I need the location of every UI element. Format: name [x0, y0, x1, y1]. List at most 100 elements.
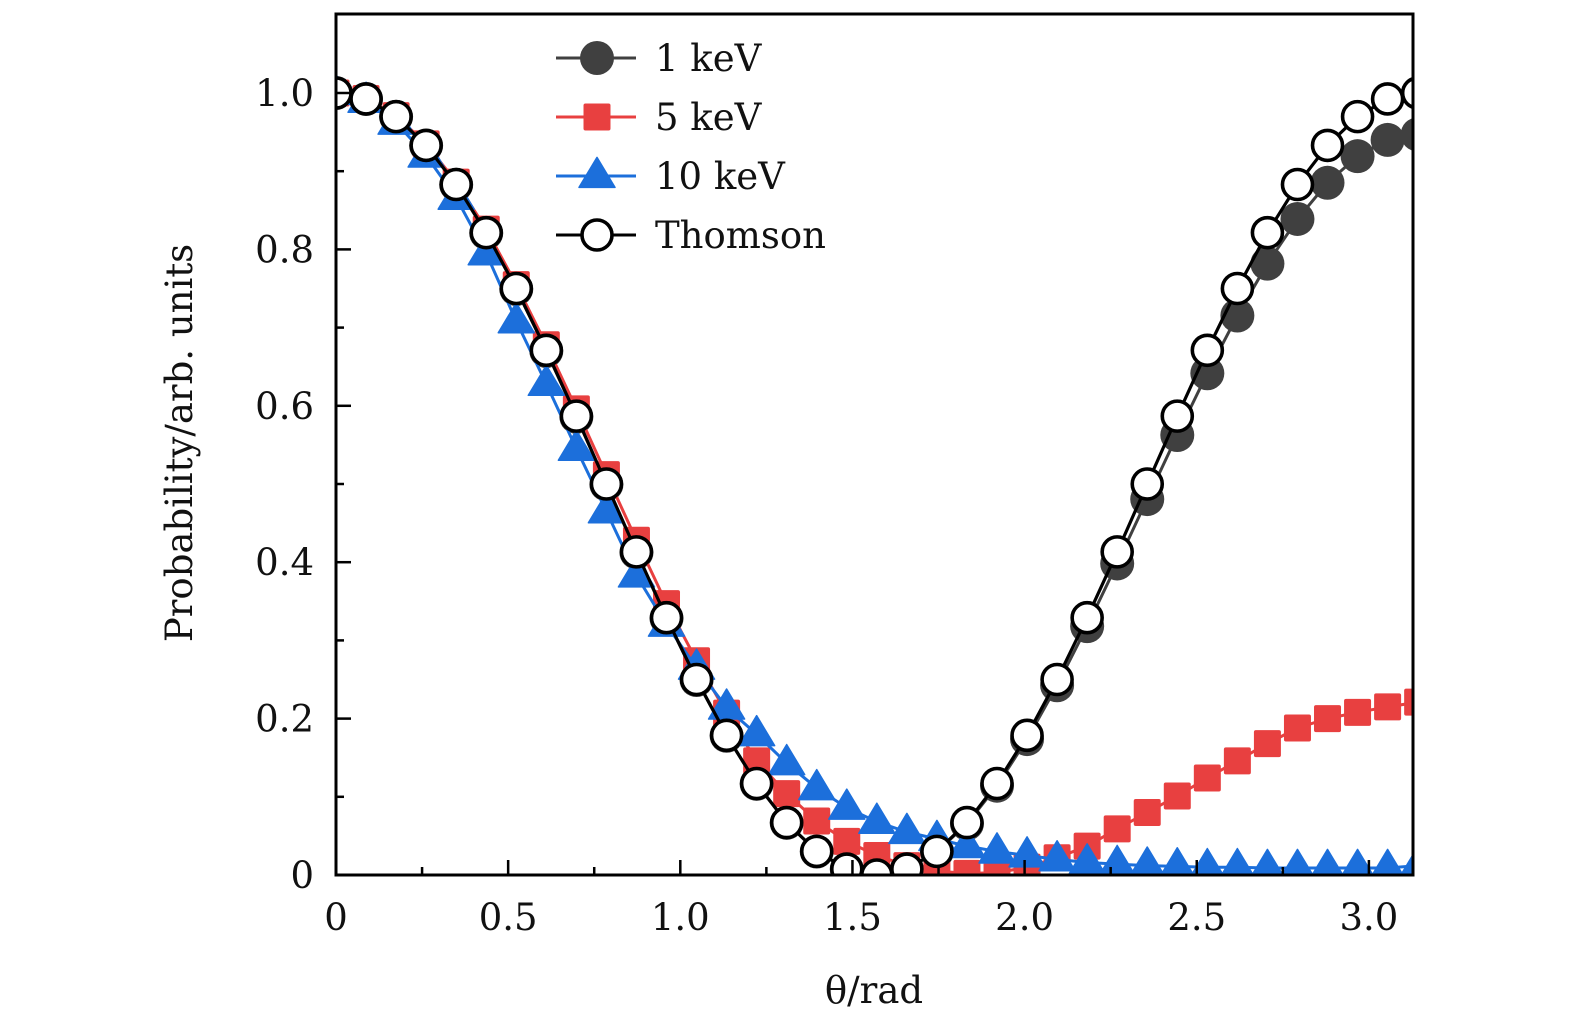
1-kev-point-31: [1250, 246, 1285, 281]
thomson-point-3: [409, 128, 443, 163]
y-tick-label: 0.4: [255, 541, 314, 584]
series-line: [336, 91, 1413, 876]
y-axis-title: Probability/arb. units: [158, 244, 201, 642]
thomson-point-25: [1070, 600, 1104, 635]
5-kev-point-17: [833, 827, 861, 855]
thomson-point-15: [769, 805, 804, 840]
thomson-point-32: [1280, 167, 1315, 202]
legend-label: Thomson: [655, 214, 826, 257]
thomson-point-13: [709, 718, 744, 753]
thomson-point-34: [1340, 99, 1375, 134]
10-kev-point-14: [737, 714, 776, 747]
legend-label: 5 keV: [655, 96, 763, 139]
thomson-point-19: [890, 852, 924, 876]
series-line: [336, 91, 1413, 876]
legend: 1 keV 5 keV 10 keV Thomson: [556, 37, 826, 257]
legend-item-thomson: Thomson: [556, 214, 826, 257]
x-axis-title: θ/rad: [825, 969, 923, 1012]
y-tick-label: 0.2: [255, 698, 314, 741]
x-tick-label: 1.0: [651, 896, 710, 939]
y-tick-label: 0.6: [255, 385, 314, 428]
legend-label: 10 keV: [655, 155, 786, 198]
10-kev-point-16: [797, 768, 836, 801]
5-kev-point-16: [803, 807, 831, 835]
thomson-point-9: [589, 467, 624, 501]
10-kev-point-36: [1399, 853, 1413, 876]
10-kev-point-22: [978, 832, 1016, 864]
10-kev-point-21: [948, 826, 986, 859]
series-layer: [336, 73, 1413, 876]
1-kev-point-36: [1400, 118, 1413, 151]
thomson-point-28: [1160, 399, 1195, 433]
5-kev-point-35: [1374, 693, 1402, 721]
x-tick-label: 1.5: [823, 896, 882, 939]
thomson-point-17: [829, 852, 864, 876]
thomson-point-10: [619, 535, 654, 569]
5-kev-point-14: [743, 747, 771, 775]
5-kev-point-26: [1103, 815, 1131, 843]
10-kev-point-33: [1310, 848, 1345, 876]
thomson-point-23: [1010, 718, 1044, 753]
y-tick-label: 0: [290, 854, 314, 897]
10-kev-point-17: [828, 788, 866, 820]
thomson-point-8: [559, 399, 594, 433]
5-kev-point-29: [1193, 764, 1221, 792]
x-tick-label: 2.0: [995, 896, 1054, 939]
thomson-point-29: [1190, 333, 1225, 368]
5-kev-point-36: [1404, 688, 1413, 716]
thomson-point-5: [469, 215, 504, 250]
5-kev-point-33: [1314, 705, 1342, 733]
10-kev-point-27: [1128, 846, 1166, 876]
thomson-point-31: [1250, 215, 1285, 250]
thomson-point-27: [1130, 467, 1165, 501]
thomson-point-21: [950, 805, 984, 840]
10-kev-point-24: [1038, 840, 1076, 872]
10-kev-point-32: [1280, 848, 1315, 876]
y-tick-label: 1.0: [255, 72, 314, 115]
thomson-point-30: [1220, 271, 1255, 306]
thomson-point-12: [679, 662, 714, 697]
x-tick-label: 3.0: [1339, 896, 1398, 939]
1-kev-point-35: [1370, 122, 1405, 157]
thomson-point-11: [649, 600, 684, 635]
x-tick-label: 2.5: [1167, 896, 1226, 939]
1-kev-point-32: [1280, 201, 1315, 236]
1-kev-point-34: [1340, 139, 1375, 174]
series-thomson: [336, 76, 1413, 876]
x-tick-label: 0: [324, 896, 348, 939]
5-kev-point-legend: [583, 103, 611, 131]
10-kev-point-19: [888, 812, 926, 845]
legend-item-10-kev: 10 keV: [556, 155, 786, 198]
10-kev-point-7: [527, 364, 566, 397]
10-kev-point-34: [1340, 848, 1375, 876]
legend-item-1-kev: 1 keV: [556, 37, 763, 80]
1-kev-point-33: [1310, 165, 1345, 200]
plot-frame: [334, 12, 1415, 877]
x-tick-label: 0.5: [479, 896, 538, 939]
series-10-kev: [336, 73, 1413, 876]
5-kev-point-27: [1133, 798, 1161, 826]
series-5-kev: [336, 79, 1413, 876]
y-tick-label: 0.8: [255, 228, 314, 271]
thomson-point-35: [1370, 82, 1405, 116]
10-kev-point-30: [1220, 847, 1255, 876]
5-kev-point-31: [1253, 730, 1281, 758]
thomson-point-16: [799, 834, 834, 869]
5-kev-point-15: [773, 780, 801, 808]
thomson-point-7: [529, 333, 564, 368]
10-kev-point-26: [1098, 844, 1136, 876]
thomson-point-36: [1400, 76, 1413, 110]
legend-item-5-kev: 5 keV: [556, 96, 763, 139]
10-kev-point-legend: [578, 156, 616, 189]
thomson-point-legend: [580, 218, 614, 252]
1-kev-point-legend: [580, 41, 614, 75]
5-kev-point-28: [1163, 782, 1191, 810]
10-kev-point-35: [1370, 848, 1405, 876]
thomson-point-24: [1040, 662, 1074, 697]
10-kev-point-15: [767, 743, 806, 776]
5-kev-point-30: [1223, 747, 1251, 775]
thomson-point-26: [1100, 535, 1134, 569]
thomson-point-20: [920, 834, 954, 869]
legend-label: 1 keV: [655, 37, 763, 80]
